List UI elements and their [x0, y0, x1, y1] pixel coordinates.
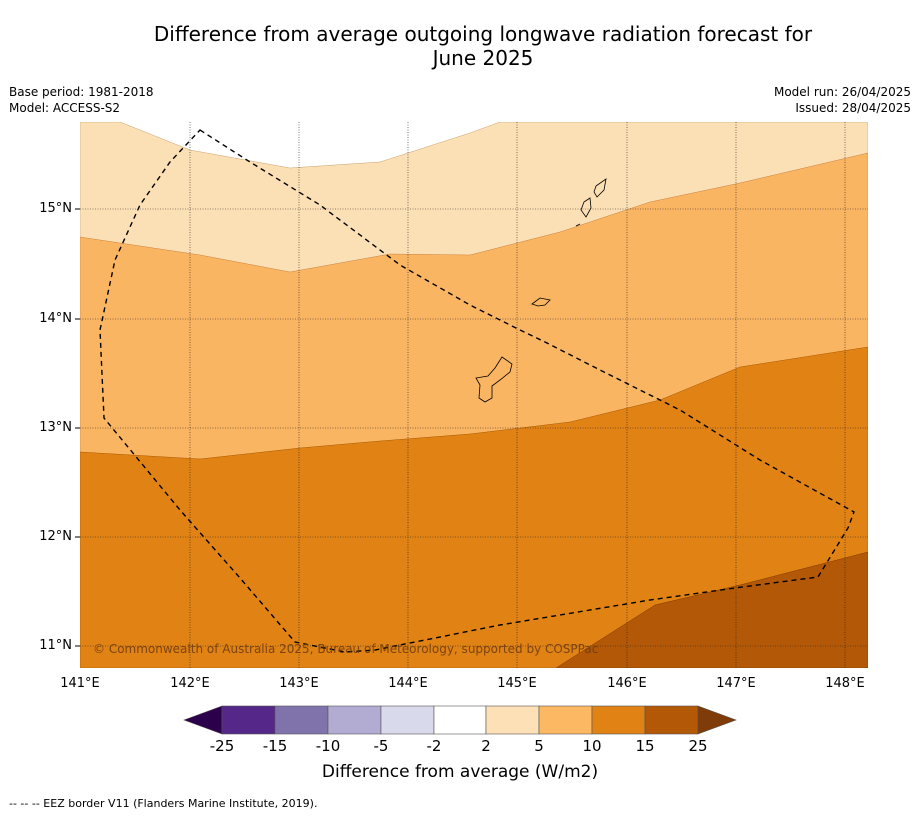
title-line-1: Difference from average outgoing longwav… [153, 22, 813, 46]
island-aguijan [575, 223, 581, 227]
lon-label-141e: 141°E [60, 676, 100, 691]
region-10-to-15 [80, 346, 868, 668]
lat-label-13n: 13°N [39, 420, 72, 435]
colorbar-seg-4 [433, 705, 487, 735]
colorbar-seg-3 [380, 705, 435, 735]
lon-label-145e: 145°E [497, 676, 537, 691]
colorbar-title: Difference from average (W/m2) [321, 762, 599, 782]
lon-label-144e: 144°E [388, 676, 428, 691]
island-rota [531, 297, 551, 307]
issued-date: Issued: 28/04/2025 [795, 101, 911, 115]
lon-label-148e: 148°E [825, 676, 865, 691]
colorbar-seg-6 [538, 705, 593, 735]
meta-right: Model run: 26/04/2025 Issued: 28/04/2025 [774, 84, 911, 116]
footnote: -- -- -- EEZ border V11 (Flanders Marine… [9, 797, 318, 810]
colorbar-seg-5 [485, 705, 540, 735]
region-15-to-25 [555, 551, 868, 668]
colorbar [183, 705, 737, 735]
colorbar-extend-low [183, 705, 223, 735]
lat-label-14n: 14°N [39, 311, 72, 326]
lat-label-11n: 11°N [39, 638, 72, 653]
colorbar-extend-high [697, 705, 737, 735]
copyright-text: © Commonwealth of Australia 2025, Bureau… [93, 642, 598, 656]
island-guam [475, 356, 513, 403]
colorbar-seg-8 [644, 705, 699, 735]
lon-label-146e: 146°E [607, 676, 647, 691]
colorbar-tick-7: 10 [582, 737, 602, 755]
colorbar-tick-2: -10 [315, 737, 341, 755]
tick-marks [75, 208, 80, 647]
colorbar-tick-5: 2 [481, 737, 491, 755]
chart-title: Difference from average outgoing longwav… [80, 22, 886, 70]
gridlines [80, 122, 868, 668]
lon-label-147e: 147°E [716, 676, 756, 691]
colorbar-tick-3: -5 [373, 737, 389, 755]
model-run: Model run: 26/04/2025 [773, 85, 911, 99]
colorbar-seg-7 [591, 705, 646, 735]
colorbar-tick-1: -15 [262, 737, 288, 755]
colorbar-seg-2 [327, 705, 382, 735]
lon-label-142e: 142°E [170, 676, 210, 691]
colorbar-tick-9: 25 [688, 737, 708, 755]
lat-label-15n: 15°N [39, 201, 72, 216]
colorbar-tick-4: -2 [426, 737, 442, 755]
lon-label-143e: 143°E [279, 676, 319, 691]
colorbar-seg-1 [274, 705, 329, 735]
island-tinian [580, 197, 592, 218]
title-line-2: June 2025 [432, 46, 534, 70]
base-period: Base period: 1981-2018 [9, 85, 154, 99]
colorbar-seg-0 [221, 705, 276, 735]
colorbar-tick-0: -25 [209, 737, 235, 755]
colorbar-tick-8: 15 [635, 737, 655, 755]
model-name: Model: ACCESS-S2 [9, 101, 121, 115]
meta-left: Base period: 1981-2018 Model: ACCESS-S2 [9, 84, 154, 116]
lat-label-12n: 12°N [39, 529, 72, 544]
island-saipan [593, 178, 607, 198]
colorbar-tick-6: 5 [534, 737, 544, 755]
